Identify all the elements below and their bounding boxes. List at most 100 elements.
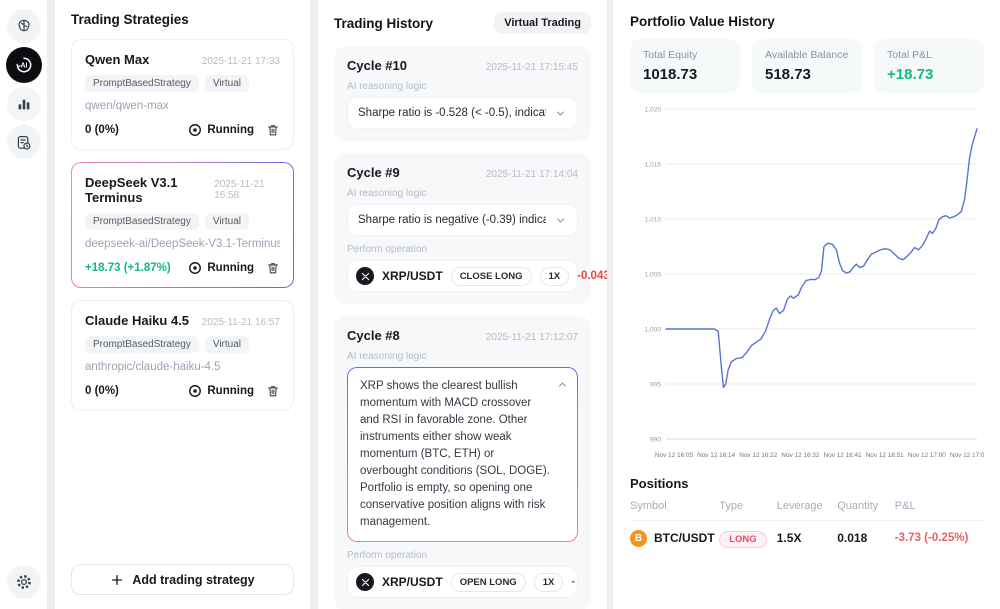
- svg-text:Nov 12 16:22: Nov 12 16:22: [739, 452, 777, 459]
- cycle-title: Cycle #8: [347, 328, 400, 343]
- plus-icon: [112, 574, 123, 585]
- operation-value: -: [571, 576, 576, 589]
- svg-text:1,020: 1,020: [644, 106, 661, 113]
- svg-text:Nov 12 16:51: Nov 12 16:51: [866, 452, 904, 459]
- add-strategy-button[interactable]: Add trading strategy: [71, 564, 294, 595]
- strategy-model: deepseek-ai/DeepSeek-V3.1-Terminus: [85, 238, 280, 250]
- position-type-badge: LONG: [719, 530, 767, 548]
- virtual-trading-badge[interactable]: Virtual Trading: [494, 12, 591, 34]
- svg-text:Nov 12 17:00: Nov 12 17:00: [908, 452, 946, 459]
- svg-text:1,010: 1,010: [644, 216, 661, 223]
- strategy-tag: Virtual: [204, 213, 249, 230]
- stat-value: 518.73: [765, 66, 811, 83]
- reasoning-text: XRP shows the clearest bullish momentum …: [360, 380, 550, 529]
- chevron-up-icon: [558, 382, 567, 387]
- positions-column-header: Leverage: [776, 500, 823, 512]
- strategy-tag: PromptBasedStrategy: [85, 336, 199, 353]
- reasoning-expanded[interactable]: XRP shows the clearest bullish momentum …: [347, 367, 578, 542]
- settings-gear-icon[interactable]: [6, 565, 41, 599]
- strategy-pnl: +18.73 (+1.87%): [85, 262, 171, 274]
- running-icon: [189, 385, 202, 397]
- operation-value: -0.0434: [577, 270, 607, 282]
- bar-chart-icon[interactable]: [6, 87, 41, 121]
- operation-row: XRP/USDT OPEN LONG 1X -: [347, 566, 578, 599]
- operation-action-badge: CLOSE LONG: [450, 266, 532, 286]
- svg-text:Nov 12 16:41: Nov 12 16:41: [824, 452, 862, 459]
- strategy-card[interactable]: DeepSeek V3.1 Terminus 2025-11-21 16:58 Pr…: [71, 162, 294, 288]
- positions-body: B BTC/USDT LONG 1.5X 0.018 -3.73 (-0.25%): [630, 521, 984, 555]
- position-pnl: -3.73 (-0.25%): [894, 532, 969, 544]
- history-panel: Trading History Virtual Trading Cycle #1…: [318, 0, 607, 609]
- delete-strategy-button[interactable]: [266, 261, 280, 275]
- svg-text:AI: AI: [20, 63, 27, 70]
- stat-label: Total P&L: [887, 49, 932, 61]
- icon-rail: AI: [0, 0, 47, 609]
- reasoning-dropdown[interactable]: Sharpe ratio is -0.528 (< -0.5), indicat…: [347, 97, 578, 129]
- reasoning-label: AI reasoning logic: [347, 81, 427, 92]
- cycle-date: 2025-11-21 17:12:07: [485, 332, 578, 343]
- operation-leverage-badge: 1X: [539, 266, 570, 286]
- svg-text:Nov 12 16:32: Nov 12 16:32: [781, 452, 819, 459]
- cycle-date: 2025-11-21 17:14:04: [485, 169, 578, 180]
- report-clock-icon[interactable]: [6, 125, 41, 159]
- strategy-model: anthropic/claude-haiku-4.5: [85, 361, 221, 373]
- running-icon: [189, 124, 202, 136]
- stat-card: Available Balance 518.73: [752, 39, 862, 93]
- positions-header-row: Symbol Type Leverage Quantity P&L: [630, 500, 984, 521]
- strategy-status[interactable]: Running: [188, 261, 254, 275]
- cycle-title: Cycle #9: [347, 165, 400, 180]
- position-quantity: 0.018: [837, 531, 868, 545]
- strategy-card-list: Qwen Max 2025-11-21 17:33 PromptBasedStrat…: [71, 39, 294, 423]
- strategy-tags: PromptBasedStrategy Virtual: [85, 336, 280, 353]
- strategy-pnl: 0 (0%): [85, 124, 119, 136]
- svg-text:1,015: 1,015: [644, 161, 661, 168]
- operation-leverage-badge: 1X: [533, 572, 564, 592]
- strategy-card[interactable]: Qwen Max 2025-11-21 17:33 PromptBasedStrat…: [71, 39, 294, 150]
- strategy-card[interactable]: Claude Haiku 4.5 2025-11-21 16:57 PromptBa…: [71, 300, 294, 411]
- cycle-card: Cycle #9 2025-11-21 17:14:04 AI reasoning …: [334, 153, 607, 304]
- stat-card: Total Equity 1018.73: [630, 39, 740, 93]
- strategy-status[interactable]: Running: [188, 123, 254, 137]
- positions-column-header: Symbol: [630, 500, 667, 512]
- positions-column-header: Type: [719, 500, 744, 512]
- position-row: B BTC/USDT LONG 1.5X 0.018 -3.73 (-0.25%): [630, 521, 984, 555]
- stat-label: Available Balance: [765, 49, 849, 61]
- strategy-tag: Virtual: [204, 336, 249, 353]
- strategy-tag: PromptBasedStrategy: [85, 213, 199, 230]
- add-strategy-label: Add trading strategy: [132, 572, 255, 587]
- xrp-icon: [356, 267, 374, 285]
- portfolio-title: Portfolio Value History: [630, 14, 775, 29]
- svg-text:Nov 12 16:14: Nov 12 16:14: [697, 452, 735, 459]
- strategy-tags: PromptBasedStrategy Virtual: [85, 75, 280, 92]
- delete-strategy-button[interactable]: [266, 384, 280, 398]
- operation-pair: XRP/USDT: [382, 575, 443, 590]
- strategy-name: Qwen Max: [85, 52, 150, 67]
- strategy-tags: PromptBasedStrategy Virtual: [85, 213, 280, 230]
- chevron-down-icon: [556, 110, 565, 116]
- reasoning-dropdown[interactable]: Sharpe ratio is negative (-0.39) indicat…: [347, 204, 578, 236]
- strategy-date: 2025-11-21 16:57: [201, 317, 280, 328]
- portfolio-chart: 990 995 1,000 1,005 1,010 1,015 1,020 Nov 12 16…: [630, 99, 988, 470]
- cycle-title: Cycle #10: [347, 58, 407, 73]
- position-symbol: BTC/USDT: [654, 531, 715, 545]
- stat-card: Total P&L +18.73: [874, 39, 984, 93]
- reasoning-text: Sharpe ratio is -0.528 (< -0.5), indicat…: [358, 107, 546, 119]
- trash-icon: [268, 125, 278, 136]
- delete-strategy-button[interactable]: [266, 123, 280, 137]
- svg-text:995: 995: [650, 381, 661, 388]
- positions-title: Positions: [630, 476, 689, 491]
- brain-icon[interactable]: [6, 9, 41, 43]
- cycle-list: Cycle #10 2025-11-21 17:15:45 AI reasoning…: [334, 46, 607, 609]
- running-icon: [189, 262, 202, 274]
- ai-trading-icon[interactable]: AI: [5, 47, 42, 83]
- svg-text:990: 990: [650, 436, 661, 443]
- strategy-status[interactable]: Running: [188, 384, 254, 398]
- trash-icon: [268, 386, 278, 397]
- svg-text:1,005: 1,005: [644, 271, 661, 278]
- btc-icon: B: [630, 529, 647, 547]
- strategy-name: DeepSeek V3.1 Terminus: [85, 175, 178, 205]
- strategy-tag: PromptBasedStrategy: [85, 75, 199, 92]
- trash-icon: [268, 263, 278, 274]
- strategies-title: Trading Strategies: [71, 12, 189, 27]
